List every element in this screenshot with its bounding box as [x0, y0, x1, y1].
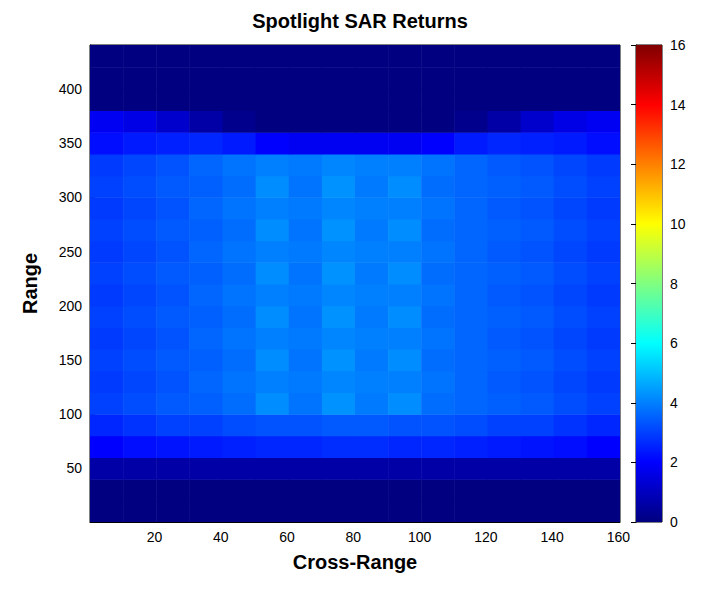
svg-text:150: 150 — [59, 352, 83, 368]
svg-text:Spotlight SAR Returns: Spotlight SAR Returns — [252, 10, 468, 32]
svg-text:0: 0 — [670, 514, 678, 530]
svg-text:60: 60 — [279, 529, 295, 545]
svg-text:14: 14 — [670, 97, 686, 113]
svg-text:100: 100 — [59, 406, 83, 422]
svg-text:Range: Range — [19, 253, 41, 314]
svg-text:8: 8 — [670, 276, 678, 292]
svg-text:300: 300 — [59, 189, 83, 205]
svg-text:Cross-Range: Cross-Range — [293, 551, 417, 573]
svg-text:140: 140 — [540, 529, 564, 545]
svg-text:250: 250 — [59, 244, 83, 260]
svg-text:120: 120 — [474, 529, 498, 545]
svg-text:2: 2 — [670, 454, 678, 470]
svg-text:350: 350 — [59, 135, 83, 151]
svg-text:6: 6 — [670, 335, 678, 351]
svg-text:400: 400 — [59, 81, 83, 97]
svg-text:50: 50 — [66, 460, 82, 476]
svg-text:200: 200 — [59, 298, 83, 314]
svg-text:10: 10 — [670, 216, 686, 232]
svg-text:100: 100 — [408, 529, 432, 545]
svg-text:16: 16 — [670, 37, 686, 53]
svg-text:12: 12 — [670, 156, 686, 172]
svg-text:4: 4 — [670, 395, 678, 411]
svg-text:20: 20 — [147, 529, 163, 545]
svg-text:160: 160 — [607, 529, 631, 545]
svg-text:40: 40 — [213, 529, 229, 545]
svg-text:80: 80 — [346, 529, 362, 545]
